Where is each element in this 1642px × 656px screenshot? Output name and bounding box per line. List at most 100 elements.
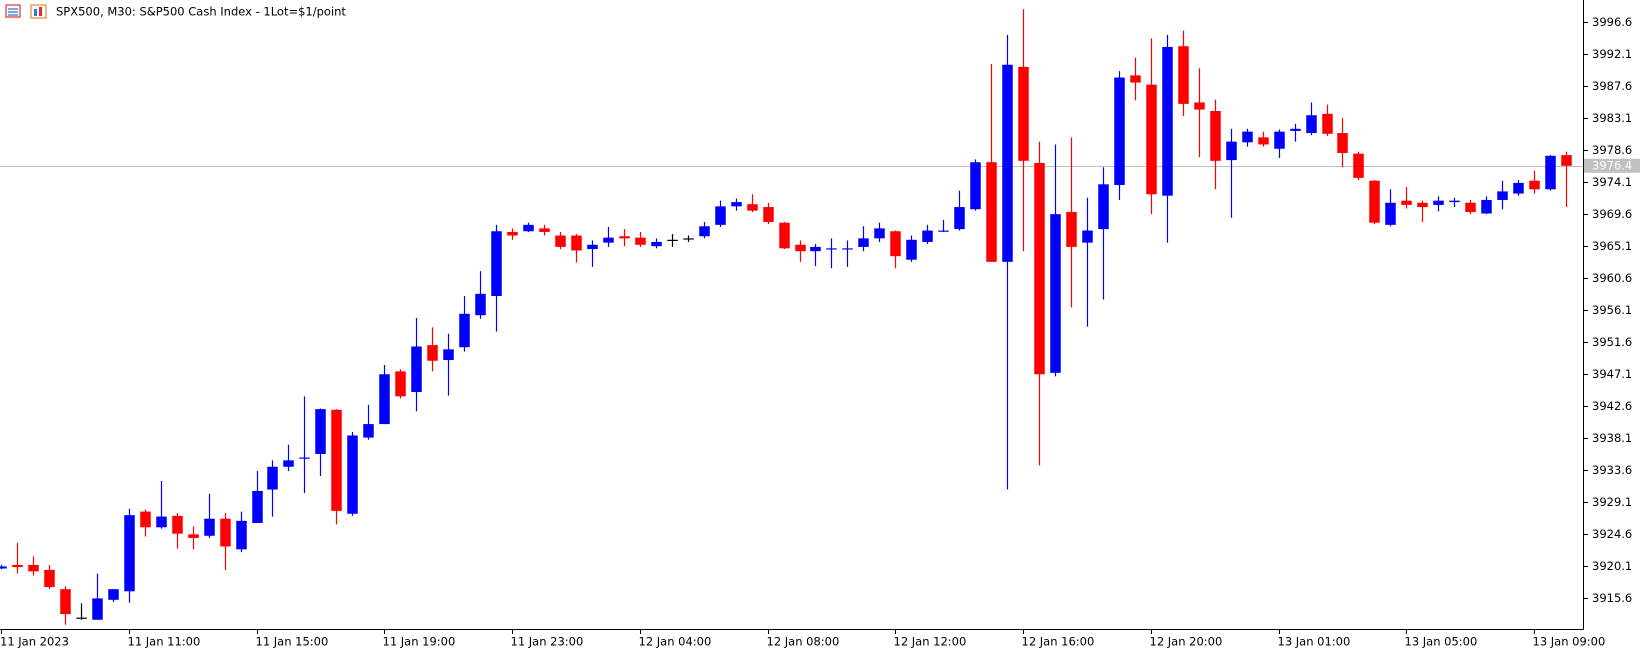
candle-body [1114, 77, 1125, 185]
y-tick-label: 3987.6 [1592, 79, 1632, 93]
candle-body [283, 460, 294, 467]
candle-body [1226, 141, 1237, 161]
candle-body [874, 228, 885, 239]
candle-body [491, 231, 502, 296]
candle-body [124, 515, 135, 592]
x-tick-label: 13 Jan 01:00 [1278, 635, 1351, 649]
candle-body [1417, 202, 1428, 208]
candle-body [539, 228, 550, 232]
candle-body [635, 237, 646, 245]
candle-body [427, 345, 438, 361]
candle-body [1481, 199, 1492, 214]
y-tick-label: 3956.1 [1592, 303, 1632, 317]
candle-body [1050, 214, 1061, 373]
candle-body [140, 511, 151, 528]
candle-body [1449, 200, 1460, 203]
y-tick-label: 3947.1 [1592, 367, 1632, 381]
candle-body [1034, 162, 1045, 375]
candle-body [858, 238, 869, 247]
chart-title: SPX500, M30: S&P500 Cash Index - 1Lot=$1… [56, 5, 346, 19]
candle-body [315, 409, 326, 454]
candle-body [523, 224, 534, 232]
y-tick-label: 3942.6 [1592, 399, 1632, 413]
candle-body [667, 239, 678, 241]
candle-body [299, 457, 310, 459]
candle-body [1353, 153, 1364, 178]
candle-body [954, 207, 965, 230]
candles [0, 9, 1572, 625]
candle-body [810, 246, 821, 252]
candle-body [363, 424, 374, 438]
candle-body [76, 617, 87, 619]
candle-body [763, 207, 774, 222]
candle-body [1465, 202, 1476, 213]
candle-body [172, 515, 183, 534]
y-tick-label: 3974.1 [1592, 175, 1632, 189]
y-tick-label: 3920.1 [1592, 559, 1632, 573]
y-tick-label: 3978.6 [1592, 143, 1632, 157]
candle-body [1210, 111, 1221, 161]
candle-body [1018, 66, 1029, 161]
candle-body [779, 222, 790, 249]
last-price-box [1584, 158, 1640, 173]
candle-body [1385, 202, 1396, 225]
candle-body [1194, 102, 1205, 110]
candle-body [204, 518, 215, 536]
candle-body [1529, 180, 1540, 190]
candle-body [731, 202, 742, 207]
candle-body [587, 244, 598, 250]
candle-body [683, 238, 694, 240]
candle-body [379, 374, 390, 425]
y-tick-label: 3915.6 [1592, 591, 1632, 605]
icon-bar [39, 7, 42, 16]
candle-body [1130, 75, 1141, 83]
candle-body [1258, 137, 1269, 145]
candle-body [443, 349, 454, 361]
x-tick-label: 11 Jan 11:00 [128, 635, 201, 649]
x-tick-label: 11 Jan 15:00 [256, 635, 329, 649]
x-tick-label: 12 Jan 12:00 [894, 635, 967, 649]
candle-body [555, 235, 566, 247]
candle-body [0, 566, 7, 569]
candle-body [699, 226, 710, 237]
candle-body [826, 248, 837, 250]
candle-body [922, 230, 933, 242]
candle-body [395, 371, 406, 397]
candle-body [715, 206, 726, 225]
candle-body [28, 564, 39, 572]
candle-body [986, 162, 997, 262]
candle-body [12, 564, 23, 568]
candle-body [842, 248, 853, 250]
candle-body [1369, 180, 1380, 223]
candle-body [156, 516, 167, 528]
candle-body [44, 569, 55, 588]
candle-body [459, 313, 470, 348]
candle-body [1082, 230, 1093, 243]
candle-body [1178, 46, 1189, 104]
candle-body [619, 236, 630, 239]
candle-body [1146, 84, 1157, 195]
candle-body [1066, 212, 1077, 247]
candle-body [1545, 155, 1556, 190]
candle-body [220, 518, 231, 547]
candle-body [108, 589, 119, 600]
candle-body [1098, 184, 1109, 230]
x-tick-label: 11 Jan 2023 [0, 635, 69, 649]
candle-body [1513, 182, 1524, 194]
candle-body [1290, 128, 1301, 131]
candle-body [795, 244, 806, 252]
candle-body [92, 598, 103, 620]
candle-body [252, 490, 263, 523]
x-tick-label: 13 Jan 05:00 [1405, 635, 1478, 649]
candle-body [236, 520, 247, 550]
candle-body [651, 241, 662, 247]
candle-body [475, 293, 486, 316]
x-tick-label: 13 Jan 09:00 [1533, 635, 1606, 649]
icon-list [5, 4, 21, 18]
candle-body [1337, 133, 1348, 153]
candle-body [331, 409, 342, 511]
y-tick-label: 3996.6 [1592, 15, 1632, 29]
candle-body [747, 204, 758, 211]
